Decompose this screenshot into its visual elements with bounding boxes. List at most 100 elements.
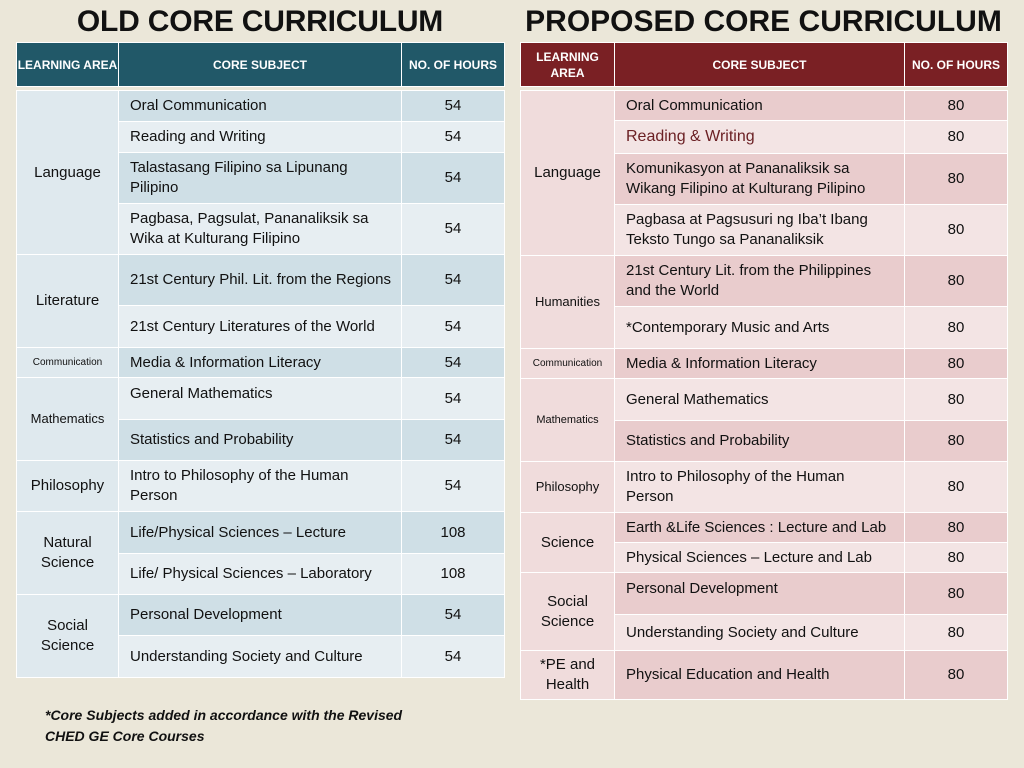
hours-cell: 80 [904, 614, 1008, 651]
proposed-curriculum-table: LEARNING AREA CORE SUBJECT NO. OF HOURS … [520, 42, 1008, 700]
proposed-curriculum-title: PROPOSED CORE CURRICULUM [525, 5, 1002, 38]
hours-cell: 80 [904, 204, 1008, 256]
table-row: Life/ Physical Sciences – Laboratory 108 [17, 553, 505, 595]
subject-cell: Personal Development [614, 572, 905, 615]
hours-cell: 80 [904, 650, 1008, 700]
subject-cell: Pagbasa, Pagsulat, Pananaliksik sa Wika … [118, 203, 402, 255]
hours-cell: 80 [904, 378, 1008, 421]
subject-cell: General Mathematics [118, 377, 402, 420]
subject-cell: Oral Communication [118, 90, 402, 122]
old-curriculum-title: OLD CORE CURRICULUM [76, 5, 444, 38]
hours-cell: 54 [401, 347, 505, 378]
subject-cell: 21st Century Lit. from the Philippines a… [614, 255, 905, 307]
subject-cell: Reading and Writing [118, 121, 402, 153]
hours-cell: 108 [401, 553, 505, 595]
subject-cell: 21st Century Phil. Lit. from the Regions [118, 254, 402, 306]
table-row: Understanding Society and Culture 54 [17, 635, 505, 678]
table-row: Language Oral Communication 80 [520, 90, 1008, 256]
table-row: Mathematics General Mathematics 80 [520, 378, 1008, 462]
hours-cell: 54 [401, 121, 505, 153]
learning-area-cell: Mathematics [520, 378, 615, 462]
hours-cell: 54 [401, 152, 505, 204]
table-row: Literature 21st Century Phil. Lit. from … [16, 254, 505, 348]
table-row: Philosophy Intro to Philosophy of the Hu… [16, 460, 505, 512]
learning-area-cell: Language [16, 90, 119, 255]
old-curriculum-panel: OLD CORE CURRICULUM LEARNING AREA CORE S… [16, 0, 505, 678]
subject-cell: Physical Sciences – Lecture and Lab [614, 542, 905, 573]
learning-area-cell: Communication [520, 348, 615, 379]
hours-cell: 80 [904, 153, 1008, 205]
table-row: 21st Century Literatures of the World 54 [17, 305, 505, 348]
learning-area-cell: Communication [16, 347, 119, 378]
table-row: *PE and Health Physical Education and He… [520, 650, 1008, 700]
footnote-line: *Core Subjects added in accordance with … [45, 707, 403, 723]
hours-cell: 80 [904, 542, 1008, 573]
table-row: Pagbasa, Pagsulat, Pananaliksik sa Wika … [17, 203, 505, 255]
hours-cell: 80 [904, 420, 1008, 462]
subject-cell: Intro to Philosophy of the Human Person [614, 461, 905, 513]
table-row: Mathematics General Mathematics 54 [16, 377, 505, 461]
table-row: *Contemporary Music and Arts 80 [521, 306, 1008, 349]
subject-cell: *Contemporary Music and Arts [614, 306, 905, 349]
subject-cell: Oral Communication [614, 90, 905, 121]
learning-area-header: LEARNING AREA [16, 42, 119, 87]
hours-cell: 54 [401, 254, 505, 306]
table-row: Social Science Personal Development 80 [520, 572, 1008, 651]
proposed-curriculum-panel: PROPOSED CORE CURRICULUM LEARNING AREA C… [520, 0, 1008, 700]
table-header-row: LEARNING AREA CORE SUBJECT NO. OF HOURS [16, 42, 505, 87]
table-row: Reading and Writing 54 [17, 121, 505, 153]
table-row: Physical Sciences – Lecture and Lab 80 [521, 542, 1008, 573]
subject-cell: Statistics and Probability [118, 419, 402, 461]
subject-cell: Intro to Philosophy of the Human Person [118, 460, 402, 512]
hours-header: NO. OF HOURS [401, 42, 505, 87]
subject-cell: Physical Education and Health [614, 650, 905, 700]
table-row: Philosophy Intro to Philosophy of the Hu… [520, 461, 1008, 513]
hours-cell: 80 [904, 512, 1008, 543]
learning-area-cell: Literature [16, 254, 119, 348]
learning-area-cell: Mathematics [16, 377, 119, 461]
footnote-line: CHED GE Core Courses [45, 728, 205, 744]
subject-cell: Komunikasyon at Pananaliksik sa Wikang F… [614, 153, 905, 205]
hours-cell: 80 [904, 90, 1008, 121]
learning-area-cell: Language [520, 90, 615, 256]
hours-cell: 80 [904, 120, 1008, 154]
hours-cell: 80 [904, 255, 1008, 307]
learning-area-cell: Philosophy [520, 461, 615, 513]
hours-cell: 54 [401, 377, 505, 420]
subject-cell: Pagbasa at Pagsusuri ng Iba’t Ibang Teks… [614, 204, 905, 256]
hours-cell: 54 [401, 460, 505, 512]
table-row: Communication Media & Information Litera… [16, 347, 505, 378]
subject-cell: Talastasang Filipino sa Lipunang Pilipin… [118, 152, 402, 204]
subject-cell: Earth &Life Sciences : Lecture and Lab [614, 512, 905, 543]
hours-cell: 80 [904, 306, 1008, 349]
hours-header: NO. OF HOURS [904, 42, 1008, 87]
subject-cell: Statistics and Probability [614, 420, 905, 462]
hours-cell: 54 [401, 419, 505, 461]
subject-cell: 21st Century Literatures of the World [118, 305, 402, 348]
learning-area-cell: *PE and Health [520, 650, 615, 700]
subject-cell: Media & Information Literacy [118, 347, 402, 378]
hours-cell: 80 [904, 348, 1008, 379]
core-subject-header: CORE SUBJECT [614, 42, 905, 87]
hours-cell: 54 [401, 203, 505, 255]
hours-cell: 108 [401, 511, 505, 554]
table-row: Humanities 21st Century Lit. from the Ph… [520, 255, 1008, 349]
subject-cell: Personal Development [118, 594, 402, 636]
table-header-row: LEARNING AREA CORE SUBJECT NO. OF HOURS [520, 42, 1008, 87]
table-row: Understanding Society and Culture 80 [521, 614, 1008, 651]
learning-area-cell: Humanities [520, 255, 615, 349]
old-curriculum-table: LEARNING AREA CORE SUBJECT NO. OF HOURS … [16, 42, 505, 678]
learning-area-cell: Social Science [16, 594, 119, 678]
learning-area-cell: Social Science [520, 572, 615, 651]
subject-cell: Understanding Society and Culture [614, 614, 905, 651]
hours-cell: 80 [904, 572, 1008, 615]
hours-cell: 54 [401, 90, 505, 122]
subject-cell: Media & Information Literacy [614, 348, 905, 379]
table-row: Komunikasyon at Pananaliksik sa Wikang F… [521, 153, 1008, 205]
learning-area-cell: Science [520, 512, 615, 573]
table-row: Science Earth &Life Sciences : Lecture a… [520, 512, 1008, 573]
table-row: Communication Media & Information Litera… [520, 348, 1008, 379]
table-row: Language Oral Communication 54 [16, 90, 505, 255]
subject-cell: Reading & Writing [614, 120, 905, 154]
hours-cell: 80 [904, 461, 1008, 513]
